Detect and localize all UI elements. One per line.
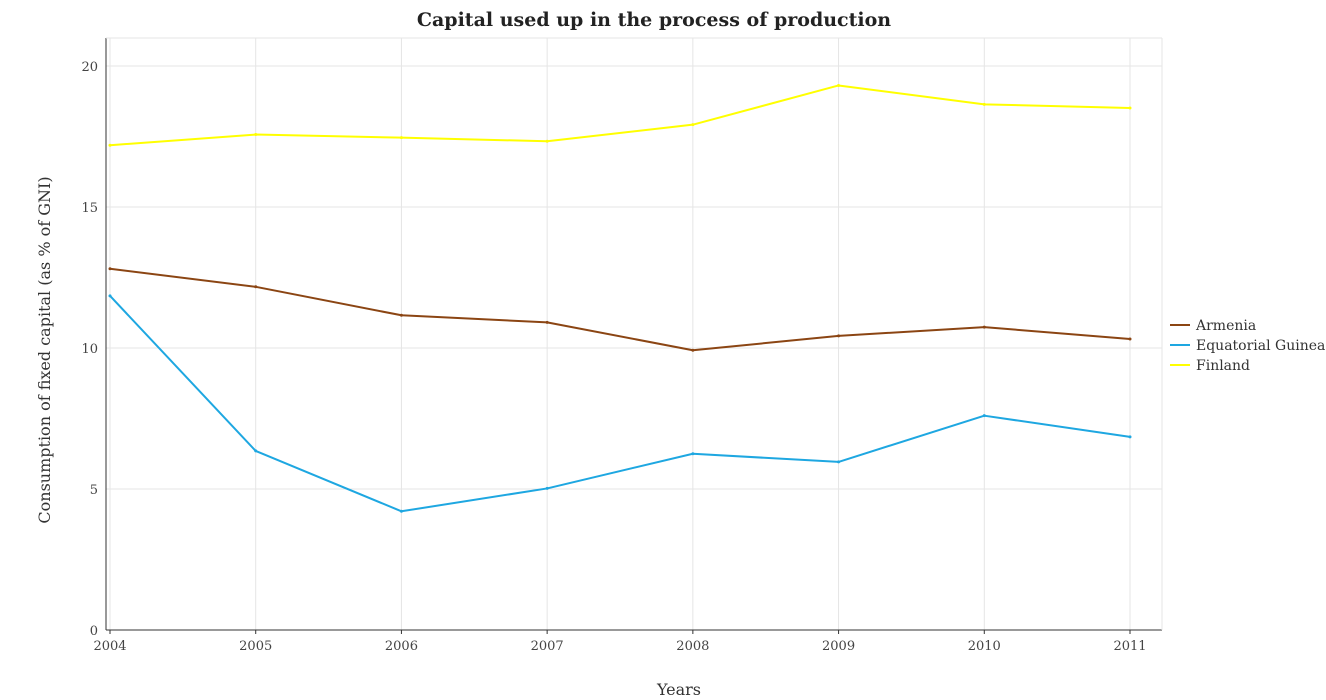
data-point-equatorial-guinea [399, 509, 403, 513]
data-point-armenia [691, 348, 695, 352]
legend-label-finland: Finland [1196, 358, 1250, 374]
data-point-finland [108, 143, 112, 147]
data-point-equatorial-guinea [108, 294, 112, 298]
data-point-finland [545, 139, 549, 143]
legend-label-equatorial-guinea: Equatorial Guinea [1196, 338, 1325, 354]
series-lines [108, 83, 1132, 513]
data-point-armenia [254, 285, 258, 289]
y-tick-label: 20 [81, 60, 98, 75]
y-tick-label: 5 [90, 483, 98, 498]
gridlines [106, 38, 1162, 631]
data-point-equatorial-guinea [1128, 435, 1132, 439]
data-point-armenia [982, 325, 986, 329]
data-point-armenia [1128, 337, 1132, 341]
x-tick-label: 2005 [239, 639, 272, 654]
x-tick-label: 2004 [93, 639, 126, 654]
x-tick-label: 2008 [676, 639, 709, 654]
data-point-equatorial-guinea [545, 486, 549, 490]
data-point-finland [691, 123, 695, 127]
y-tick-label: 0 [90, 624, 98, 639]
data-point-armenia [545, 320, 549, 324]
chart-title: Capital used up in the process of produc… [417, 9, 891, 31]
data-point-finland [982, 102, 986, 106]
data-point-armenia [399, 313, 403, 317]
y-tick-label: 10 [81, 342, 98, 357]
y-tick-labels: 0 5 10 15 20 [81, 60, 98, 639]
data-point-finland [1128, 106, 1132, 110]
legend-label-armenia: Armenia [1195, 318, 1256, 334]
data-point-armenia [837, 334, 841, 338]
data-point-equatorial-guinea [837, 460, 841, 464]
axes [105, 37, 1163, 634]
x-axis-label: Years [656, 680, 701, 699]
data-point-armenia [108, 267, 112, 271]
x-tick-label: 2010 [968, 639, 1001, 654]
x-tick-label: 2006 [385, 639, 418, 654]
series-line-finland [109, 84, 1131, 147]
y-tick-label: 15 [81, 201, 98, 216]
data-point-finland [254, 133, 258, 137]
series-line-equatorial-guinea [109, 295, 1131, 513]
data-point-equatorial-guinea [982, 414, 986, 418]
x-tick-label: 2011 [1113, 639, 1146, 654]
x-tick-labels: 2004 2005 2006 2007 2008 2009 2010 2011 [93, 639, 1146, 654]
data-point-finland [399, 136, 403, 140]
legend: Armenia Equatorial Guinea Finland [1170, 318, 1325, 374]
data-point-equatorial-guinea [254, 449, 258, 453]
x-tick-label: 2007 [531, 639, 564, 654]
data-point-equatorial-guinea [691, 452, 695, 456]
y-axis-label: Consumption of fixed capital (as % of GN… [35, 176, 54, 523]
x-tick-label: 2009 [822, 639, 855, 654]
data-point-finland [837, 83, 841, 87]
series-line-armenia [109, 267, 1131, 352]
